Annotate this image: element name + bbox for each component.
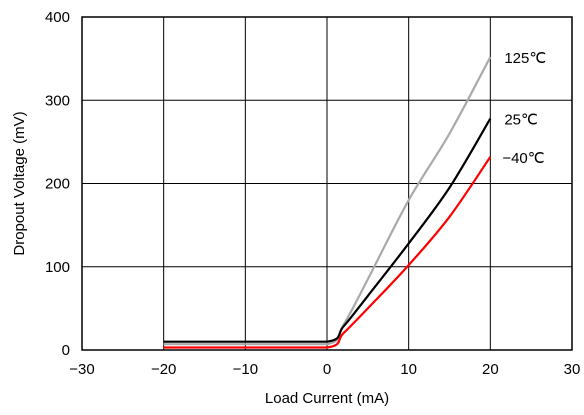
series-labels: 125℃ 25℃ −40℃: [502, 50, 546, 167]
x-axis-ticks: −30 −20 −10 0 10 20 30: [69, 361, 580, 378]
series-line: [163, 156, 492, 349]
x-tick-label: 20: [482, 361, 499, 378]
series-label: 125℃: [504, 50, 546, 67]
x-axis-title: Load Current (mA): [265, 390, 389, 407]
series-label: 25℃: [504, 112, 538, 129]
series-layer: [163, 56, 492, 349]
series-line: [163, 118, 492, 343]
y-tick-label: 0: [62, 342, 70, 359]
x-tick-label: −30: [69, 361, 94, 378]
y-tick-label: 200: [45, 176, 70, 193]
plot-frame: [81, 16, 573, 351]
x-tick-label: 0: [323, 361, 331, 378]
y-axis-ticks: 0 100 200 300 400: [45, 9, 70, 359]
y-tick-label: 400: [45, 9, 70, 26]
x-tick-label: −10: [233, 361, 258, 378]
grid: [82, 17, 572, 350]
series-label: −40℃: [502, 150, 544, 167]
x-tick-label: 10: [400, 361, 417, 378]
y-tick-label: 100: [45, 259, 70, 276]
x-tick-label: −20: [151, 361, 176, 378]
y-axis-title: Dropout Voltage (mV): [11, 111, 28, 255]
y-tick-label: 300: [45, 92, 70, 109]
x-tick-label: 30: [564, 361, 581, 378]
